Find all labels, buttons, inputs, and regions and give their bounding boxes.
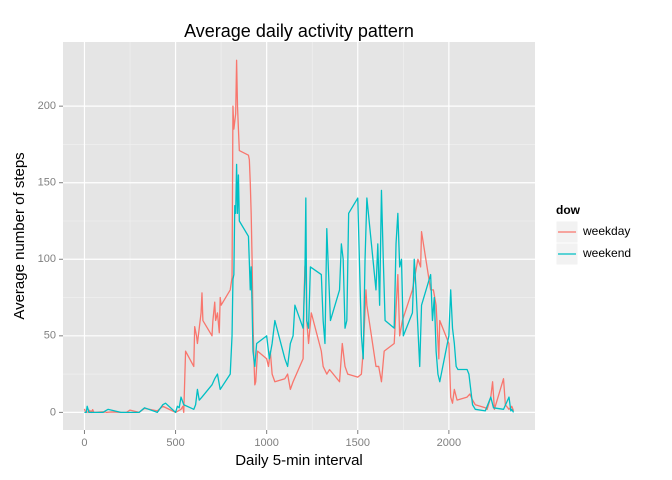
x-tick-label: 1500	[346, 437, 370, 449]
y-tick-label: 100	[38, 253, 56, 265]
x-tick-label: 2000	[437, 437, 461, 449]
legend-title: dow	[556, 203, 581, 217]
y-tick-label: 150	[38, 177, 56, 189]
y-tick-label: 200	[38, 100, 56, 112]
plot-panel	[63, 42, 535, 430]
legend-label: weekday	[582, 224, 630, 238]
x-axis-title: Daily 5-min interval	[235, 452, 363, 469]
line-series	[84, 163, 515, 414]
legend-label: weekend	[582, 246, 631, 260]
y-tick-label: 0	[50, 406, 56, 418]
y-axis-title: Average number of steps	[11, 152, 28, 319]
x-tick-label: 500	[166, 437, 184, 449]
chart-title: Average daily activity pattern	[184, 21, 414, 41]
y-tick-label: 50	[44, 330, 56, 342]
x-tick-label: 0	[81, 437, 87, 449]
plot-area	[63, 42, 535, 430]
x-tick-label: 1000	[254, 437, 278, 449]
